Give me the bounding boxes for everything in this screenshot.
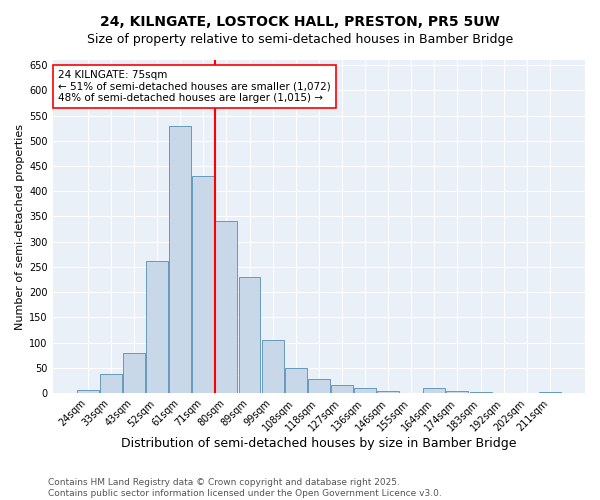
Bar bbox=[516, 392, 538, 393]
Bar bbox=[539, 392, 561, 393]
Bar bbox=[146, 261, 168, 393]
Bar bbox=[77, 390, 99, 393]
Bar bbox=[215, 222, 238, 393]
Bar bbox=[331, 386, 353, 393]
Bar bbox=[493, 392, 515, 393]
X-axis label: Distribution of semi-detached houses by size in Bamber Bridge: Distribution of semi-detached houses by … bbox=[121, 437, 517, 450]
Bar bbox=[377, 390, 399, 393]
Text: Contains HM Land Registry data © Crown copyright and database right 2025.
Contai: Contains HM Land Registry data © Crown c… bbox=[48, 478, 442, 498]
Bar bbox=[446, 390, 469, 393]
Bar bbox=[169, 126, 191, 393]
Bar bbox=[285, 368, 307, 393]
Text: Size of property relative to semi-detached houses in Bamber Bridge: Size of property relative to semi-detach… bbox=[87, 32, 513, 46]
Bar bbox=[424, 388, 445, 393]
Bar bbox=[123, 352, 145, 393]
Text: 24, KILNGATE, LOSTOCK HALL, PRESTON, PR5 5UW: 24, KILNGATE, LOSTOCK HALL, PRESTON, PR5… bbox=[100, 15, 500, 29]
Bar bbox=[262, 340, 284, 393]
Bar bbox=[470, 392, 491, 393]
Bar bbox=[308, 379, 330, 393]
Bar bbox=[354, 388, 376, 393]
Bar bbox=[193, 176, 214, 393]
Text: 24 KILNGATE: 75sqm
← 51% of semi-detached houses are smaller (1,072)
48% of semi: 24 KILNGATE: 75sqm ← 51% of semi-detache… bbox=[58, 70, 331, 103]
Bar bbox=[400, 392, 422, 393]
Bar bbox=[100, 374, 122, 393]
Y-axis label: Number of semi-detached properties: Number of semi-detached properties bbox=[15, 124, 25, 330]
Bar bbox=[239, 277, 260, 393]
